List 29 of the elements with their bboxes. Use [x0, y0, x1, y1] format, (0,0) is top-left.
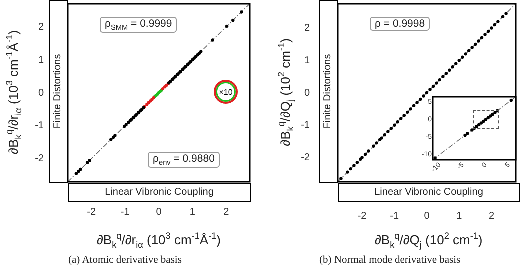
x-tick-label: -2 — [358, 210, 368, 222]
y-tick-label: 2 — [304, 23, 310, 34]
annotation: ρ$_{SMM}$ = 0.9999 — [100, 17, 178, 34]
x-tick-label: 1 — [190, 206, 196, 218]
y-tick-label: 0 — [38, 88, 44, 99]
y-tick-label: -1 — [301, 120, 310, 132]
x-tick-label: -1 — [120, 206, 130, 218]
annotation: ρ = 0.9998 — [370, 17, 430, 31]
text: ∂B$_{k}$$^{q}$/∂r$_{iα}$ (10$^{3}$ cm$^{-1}$Å$^{-1}$) — [97, 230, 221, 250]
text: Finite Distortions — [53, 54, 64, 129]
x-tick-label: -2 — [87, 206, 96, 218]
text: Linear Vibronic Coupling — [68, 183, 251, 202]
text: (a) Atomic derivative basis — [68, 255, 182, 266]
text: (b) Normal mode derivative basis — [320, 255, 461, 266]
x-tick-label: 1 — [456, 210, 463, 222]
x-tick-label: 2 — [224, 206, 230, 218]
y-tick-label: 2 — [38, 22, 44, 33]
x-tick-label: 0 — [156, 206, 162, 218]
y-tick-label: -1 — [35, 120, 44, 132]
text: ∂B$_{k}$$^{q}$/∂Q$_{j}$ (10$^{2}$ cm$^{-1}$) — [375, 230, 483, 250]
x-tick-label: -1 — [390, 210, 400, 222]
y-tick-label: 1 — [38, 54, 44, 66]
text: Finite Distortions — [323, 54, 334, 129]
annotation: ρ$_{env}$ = 0.9880 — [148, 152, 220, 168]
y-tick-label: 1 — [304, 55, 310, 66]
annotation: ×10 — [219, 88, 233, 96]
x-tick-label: 2 — [488, 210, 495, 222]
text: Linear Vibronic Coupling — [338, 183, 520, 202]
y-tick-label: 0 — [304, 88, 310, 99]
